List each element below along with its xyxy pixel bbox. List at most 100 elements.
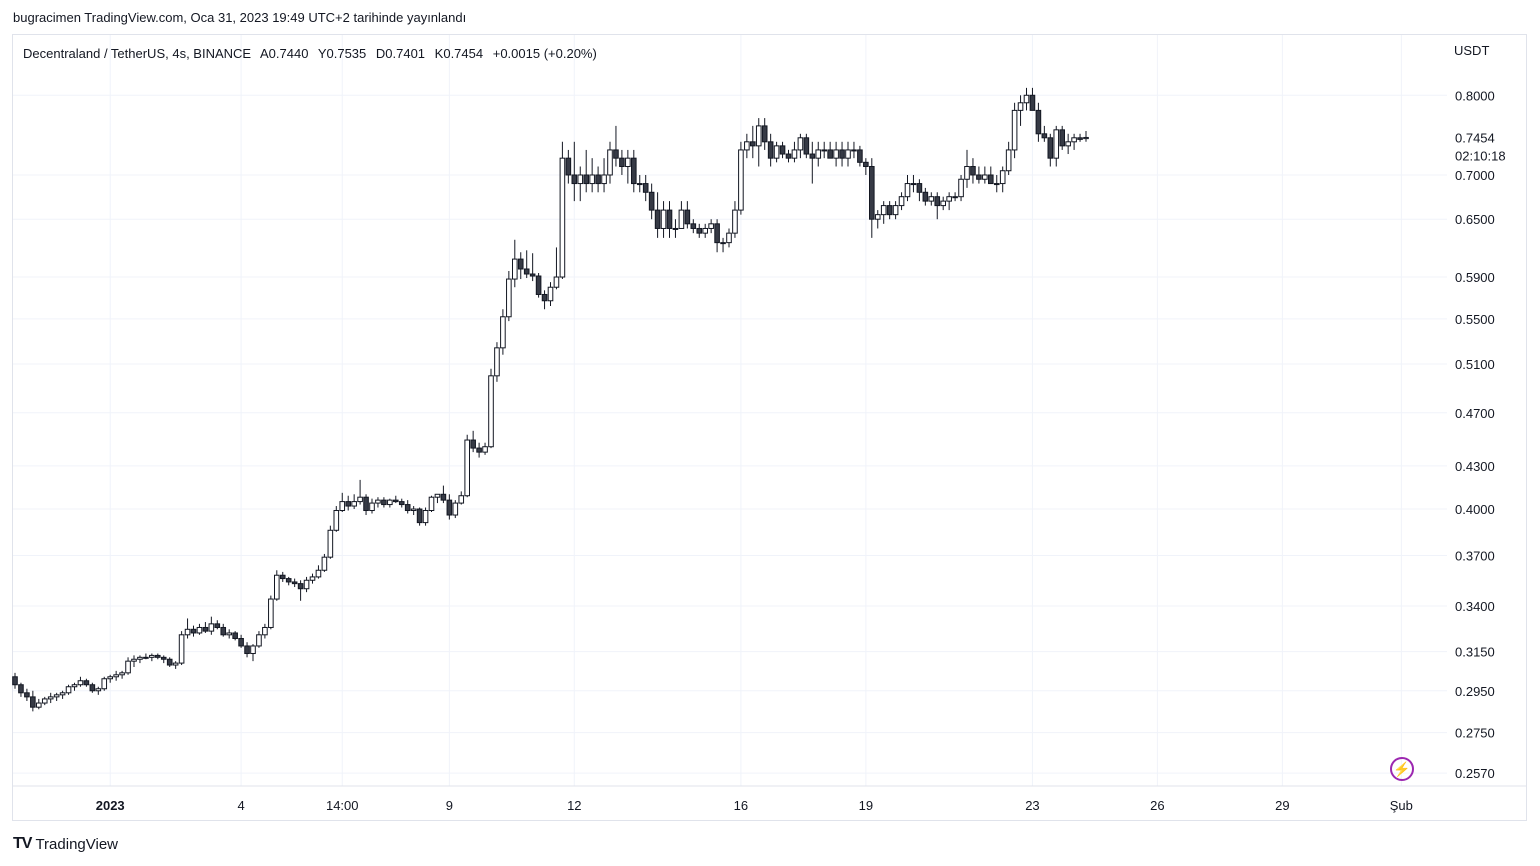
candle[interactable]	[89, 682, 96, 693]
candle[interactable]	[101, 676, 108, 691]
candle[interactable]	[744, 133, 750, 159]
candle[interactable]	[988, 166, 994, 185]
candle[interactable]	[553, 247, 560, 290]
candle[interactable]	[636, 174, 643, 193]
candle[interactable]	[732, 201, 738, 238]
candle[interactable]	[625, 149, 631, 184]
candle[interactable]	[113, 670, 119, 681]
candle[interactable]	[452, 500, 459, 519]
candle[interactable]	[160, 655, 167, 664]
candle[interactable]	[839, 141, 845, 167]
candle[interactable]	[416, 507, 423, 526]
candle[interactable]	[577, 166, 584, 202]
candle[interactable]	[607, 141, 613, 184]
candle[interactable]	[773, 141, 780, 163]
candle[interactable]	[125, 657, 131, 675]
candle[interactable]	[214, 620, 221, 630]
candle[interactable]	[863, 158, 869, 175]
candle[interactable]	[589, 158, 595, 193]
candle[interactable]	[208, 616, 215, 635]
footer-brand[interactable]: TV TradingView	[13, 835, 118, 853]
candle[interactable]	[964, 149, 970, 188]
candle[interactable]	[803, 133, 810, 159]
candle[interactable]	[279, 571, 286, 582]
candle[interactable]	[678, 201, 685, 229]
candle[interactable]	[470, 430, 476, 453]
candle[interactable]	[1041, 125, 1048, 142]
candle[interactable]	[660, 201, 667, 238]
candle[interactable]	[648, 183, 655, 220]
candle[interactable]	[494, 342, 500, 382]
candle[interactable]	[375, 497, 381, 508]
candle[interactable]	[434, 493, 441, 504]
candle[interactable]	[131, 655, 137, 667]
candle[interactable]	[690, 219, 697, 234]
candle[interactable]	[172, 661, 179, 669]
candle[interactable]	[351, 494, 357, 510]
candle[interactable]	[506, 270, 512, 322]
candle[interactable]	[53, 692, 60, 701]
candle[interactable]	[702, 223, 709, 238]
candle[interactable]	[892, 201, 899, 220]
candle[interactable]	[512, 239, 518, 288]
candle[interactable]	[821, 141, 828, 159]
candle[interactable]	[24, 688, 30, 701]
candle[interactable]	[1077, 133, 1083, 142]
candle[interactable]	[696, 223, 703, 238]
candle[interactable]	[333, 506, 340, 532]
candle[interactable]	[1023, 87, 1030, 111]
candle[interactable]	[363, 494, 369, 516]
candle[interactable]	[369, 498, 375, 514]
candle[interactable]	[482, 442, 488, 455]
candle[interactable]	[666, 201, 673, 238]
candle[interactable]	[613, 125, 619, 167]
candle[interactable]	[285, 576, 292, 586]
candle[interactable]	[184, 618, 191, 639]
candle[interactable]	[559, 141, 566, 280]
candle[interactable]	[244, 642, 250, 658]
candle[interactable]	[12, 672, 18, 689]
candle[interactable]	[761, 118, 768, 150]
candle[interactable]	[18, 682, 24, 697]
candle[interactable]	[529, 253, 536, 282]
candle[interactable]	[303, 576, 310, 593]
candle[interactable]	[315, 565, 322, 579]
candle[interactable]	[970, 158, 976, 184]
candle[interactable]	[1035, 102, 1042, 142]
candle[interactable]	[517, 252, 524, 280]
candle[interactable]	[446, 494, 453, 520]
candle[interactable]	[327, 525, 334, 559]
candle[interactable]	[1053, 125, 1060, 167]
candle[interactable]	[77, 676, 84, 687]
candle[interactable]	[672, 219, 679, 238]
candle[interactable]	[440, 485, 447, 504]
candle[interactable]	[767, 133, 774, 167]
candle[interactable]	[428, 495, 435, 513]
candle[interactable]	[250, 644, 256, 662]
candle[interactable]	[916, 179, 923, 202]
candle[interactable]	[238, 634, 244, 648]
candle[interactable]	[262, 623, 268, 639]
candle[interactable]	[1083, 131, 1089, 142]
candle[interactable]	[755, 118, 762, 167]
candle[interactable]	[684, 201, 691, 229]
candle[interactable]	[404, 500, 411, 514]
candle[interactable]	[999, 166, 1006, 193]
candle[interactable]	[726, 228, 732, 248]
candle[interactable]	[874, 210, 881, 229]
candle[interactable]	[137, 655, 143, 664]
candle[interactable]	[381, 497, 387, 508]
candle[interactable]	[107, 674, 114, 683]
candle[interactable]	[934, 192, 941, 220]
candle[interactable]	[595, 166, 601, 193]
candle[interactable]	[41, 696, 48, 706]
candle[interactable]	[178, 631, 185, 666]
candle[interactable]	[642, 174, 649, 202]
candle[interactable]	[339, 492, 346, 513]
candle[interactable]	[464, 434, 470, 498]
candle[interactable]	[357, 479, 363, 505]
candle[interactable]	[1059, 125, 1066, 150]
candle[interactable]	[226, 629, 232, 639]
candle[interactable]	[886, 201, 893, 220]
